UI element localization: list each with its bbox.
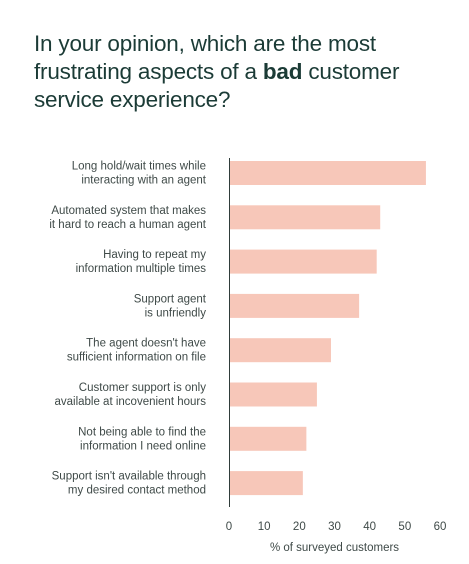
- x-tick-label: 50: [398, 521, 411, 533]
- bar: [229, 249, 377, 274]
- category-label-line: Automated system that makes: [51, 205, 206, 217]
- category-label: Automated system that makes it hard to re…: [49, 205, 206, 231]
- category-label-line: it hard to reach a human agent: [49, 219, 206, 231]
- title-line-2-start: frustrating aspects of a: [34, 59, 263, 84]
- category-label: Customer support is only available at inc…: [54, 382, 206, 408]
- category-label: Support isn't available through my desire…: [52, 471, 206, 497]
- category-label-line: available at incovenient hours: [54, 396, 206, 408]
- x-axis-title: % of surveyed customers: [270, 542, 399, 554]
- category-label: Having to repeat my information multiple …: [76, 249, 207, 275]
- x-tick-label: 30: [328, 521, 341, 533]
- category-label-line: Long hold/wait times while: [72, 161, 206, 173]
- title-line-2-end: customer: [302, 59, 400, 84]
- category-label: Long hold/wait times while interacting wi…: [72, 161, 207, 187]
- x-tick-label: 20: [293, 521, 306, 533]
- x-tick-label: 40: [363, 521, 376, 533]
- category-label-line: Having to repeat my: [103, 249, 206, 261]
- bar: [229, 471, 303, 496]
- chart-title: In your opinion, which are the most frus…: [34, 30, 454, 114]
- bar: [229, 338, 331, 363]
- category-label: Support agent is unfriendly: [134, 293, 207, 319]
- title-line-1: In your opinion, which are the most: [34, 31, 376, 56]
- bar: [229, 426, 307, 451]
- category-label-line: information multiple times: [76, 263, 207, 275]
- x-tick-label: 10: [258, 521, 271, 533]
- title-emphasis: bad: [262, 59, 303, 84]
- category-label-line: The agent doesn't have: [86, 338, 206, 350]
- category-label-line: my desired contact method: [68, 485, 206, 497]
- bar: [229, 161, 426, 185]
- category-label-line: interacting with an agent: [81, 175, 206, 187]
- bar: [229, 293, 360, 318]
- title-line-2: frustrating aspects of a bad customer: [34, 58, 454, 86]
- category-label-line: sufficient information on file: [67, 352, 206, 364]
- category-label-line: Not being able to find the: [78, 426, 206, 438]
- category-label-line: information I need online: [80, 440, 206, 452]
- category-label-line: is unfriendly: [145, 307, 207, 319]
- category-label: The agent doesn't have sufficient informa…: [67, 338, 206, 364]
- category-label: Not being able to find the information I …: [78, 426, 206, 452]
- category-label-line: Support isn't available through: [52, 471, 206, 483]
- title-line-3: service experience?: [34, 87, 231, 112]
- bar: [229, 205, 381, 230]
- category-label-line: Support agent: [134, 293, 207, 305]
- x-tick-label: 60: [434, 521, 447, 533]
- category-label-line: Customer support is only: [79, 382, 206, 394]
- bar: [229, 382, 317, 407]
- x-tick-label: 0: [226, 521, 232, 533]
